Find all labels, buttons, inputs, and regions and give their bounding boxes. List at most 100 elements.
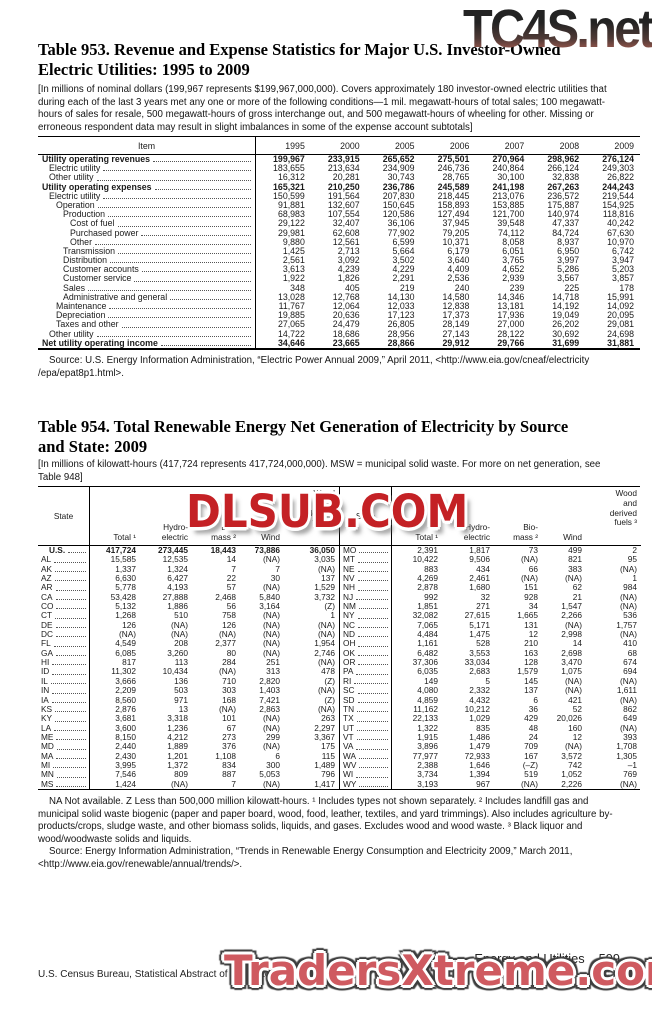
table-row: IL 3,666 136 710 2,820 (Z) — [38, 676, 339, 687]
cell-2006: 240 — [454, 282, 470, 293]
cell-total: 37,306 — [412, 657, 438, 668]
row-label: Purchased power — [70, 228, 139, 238]
cell-2007: 6,051 — [502, 245, 525, 256]
table-row: NV 4,269 2,461 (NA) (NA) 1 — [340, 573, 641, 584]
state-label: NM — [343, 602, 356, 612]
cell-wind: 499 — [568, 545, 582, 555]
footer-page-number: 599 — [598, 951, 620, 966]
cell-2008: 266,124 — [547, 163, 580, 174]
state-label: HI — [41, 658, 50, 668]
dot-leader — [357, 565, 388, 573]
cell-wind: (NA) — [262, 778, 280, 789]
table-row: ME 8,150 4,212 273 299 3,367 — [38, 731, 339, 743]
table-row: Utility operating expenses 165,321 210,2… — [38, 181, 640, 192]
table-row: U.S. 417,724 273,445 18,443 73,886 36,05… — [38, 545, 339, 556]
dot-leader — [121, 320, 251, 328]
dot-leader — [55, 714, 86, 722]
cell-2000: 24,479 — [332, 319, 360, 330]
cell-1995: 348 — [290, 282, 305, 293]
state-label-cell: SC — [340, 686, 392, 696]
cell-wind: 3,572 — [561, 750, 582, 761]
cell-hydroelectric: 6,427 — [167, 573, 188, 584]
cell-2007: 2,939 — [502, 273, 525, 284]
table-row: Customer accounts 3,613 4,239 4,229 4,40… — [38, 264, 640, 275]
cell-hydroelectric: 967 — [476, 778, 490, 789]
cell-wind: 73,886 — [254, 545, 280, 555]
table-row: AR 5,778 4,193 57 (NA) 1,529 — [38, 583, 339, 593]
dot-leader — [154, 183, 251, 190]
cell-wood: 2,297 — [314, 722, 335, 733]
cell-2000: 210,250 — [327, 181, 360, 192]
state-label-cell: MS — [38, 779, 90, 789]
state-label-cell: KS — [38, 704, 90, 715]
dot-leader — [134, 274, 251, 282]
cell-wind: (NA) — [262, 713, 280, 724]
cell-hydroelectric: 3,553 — [469, 647, 490, 658]
cell-wood: 649 — [623, 713, 637, 724]
cell-wind: 1,403 — [259, 685, 280, 696]
cell-hydroelectric: 4,212 — [167, 731, 188, 742]
cell-total: 7,065 — [417, 619, 438, 630]
cell-hydroelectric: 1,680 — [469, 582, 490, 593]
cell-2006: 28,765 — [442, 172, 470, 183]
row-label: Maintenance — [56, 302, 107, 311]
state-label-cell: NC — [340, 620, 392, 631]
cell-total: 77,977 — [412, 750, 438, 761]
cell-2008: 3,997 — [557, 255, 580, 266]
cell-2005: 4,229 — [392, 264, 415, 275]
cell-2008: 140,974 — [547, 209, 580, 220]
cell-2009: 3,947 — [611, 255, 634, 266]
row-label: Taxes and other — [56, 320, 119, 330]
table953-source: Source: U.S. Energy Information Administ… — [38, 355, 590, 379]
state-label: MN — [41, 770, 54, 780]
state-label-cell: PA — [340, 667, 392, 677]
cell-biomass: 887 — [222, 769, 236, 780]
table954-right-half: State Total ¹ Hydro- electric Bio- mass … — [339, 487, 641, 789]
cell-wind: 62 — [572, 582, 582, 593]
dot-leader — [108, 311, 251, 319]
cell-2009: 26,822 — [607, 172, 634, 183]
state-label-cell: WA — [340, 751, 392, 761]
state-label-cell: WY — [340, 779, 392, 789]
cell-wind: (NA) — [564, 573, 582, 584]
cell-biomass: 167 — [524, 750, 538, 761]
dot-leader — [50, 677, 86, 685]
cell-1995: 3,613 — [282, 264, 305, 275]
table-row: TX 22,133 1,029 429 20,026 649 — [340, 713, 641, 724]
state-label: TN — [343, 704, 355, 714]
cell-2005: 236,786 — [382, 181, 415, 192]
cell-wood: 3,367 — [314, 731, 335, 742]
cell-2007: 270,964 — [492, 154, 525, 164]
cell-1995: 1,425 — [282, 245, 305, 256]
state-label: WI — [343, 770, 354, 780]
state-label: NC — [343, 620, 355, 630]
cell-total: 6,482 — [417, 647, 438, 658]
state-label: LA — [41, 723, 52, 733]
table-row: OH 1,161 528 210 14 410 — [340, 639, 641, 649]
cell-wood: (NA) — [317, 703, 335, 714]
cell-biomass: 56 — [226, 601, 236, 612]
cell-total: 5,132 — [115, 601, 136, 612]
cell-biomass: 709 — [524, 741, 538, 752]
row-label: Customer accounts — [63, 265, 139, 275]
cell-wood: 769 — [623, 769, 637, 780]
cell-biomass: 1,108 — [215, 750, 236, 761]
state-label-cell: AL — [38, 555, 90, 565]
cell-2000: 20,636 — [332, 310, 360, 321]
table-row: SC 4,080 2,332 137 (NA) 1,611 — [340, 685, 641, 696]
cell-2007: 153,885 — [492, 199, 525, 210]
table-row: Other 9,880 12,561 6,599 10,371 8,058 8,… — [38, 237, 640, 247]
row-label: Other utility — [49, 173, 94, 183]
state-label-cell: VA — [340, 742, 392, 752]
cell-wind: 12 — [572, 731, 582, 742]
cell-biomass: 18,443 — [210, 545, 236, 555]
cell-2000: 18,686 — [332, 328, 360, 339]
cell-wood: 536 — [623, 610, 637, 621]
state-label: MS — [41, 779, 54, 789]
state-label: U.S. — [49, 546, 66, 555]
cell-wood: (NA) — [317, 563, 335, 574]
cell-hydroelectric: 5 — [485, 675, 490, 686]
cell-wind: 3,470 — [561, 657, 582, 668]
table-row: Electric utility 150,599 191,564 207,830… — [38, 191, 640, 201]
